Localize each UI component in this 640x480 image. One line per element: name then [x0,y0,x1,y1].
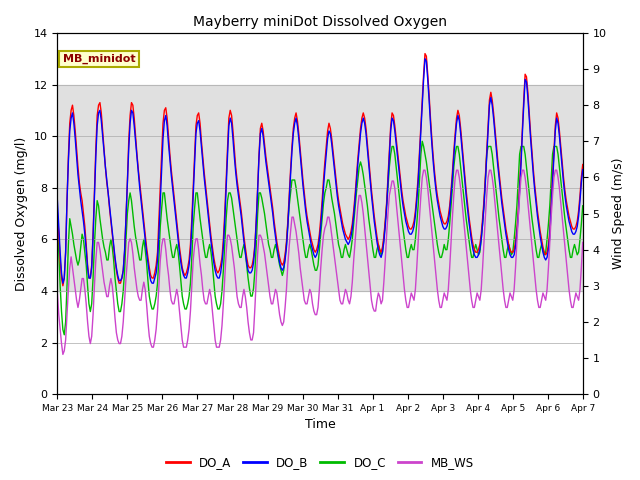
Bar [58,84,583,291]
Title: Mayberry miniDot Dissolved Oxygen: Mayberry miniDot Dissolved Oxygen [193,15,447,29]
Text: MB_minidot: MB_minidot [63,54,135,64]
Y-axis label: Dissolved Oxygen (mg/l): Dissolved Oxygen (mg/l) [15,136,28,291]
X-axis label: Time: Time [305,419,335,432]
Y-axis label: Wind Speed (m/s): Wind Speed (m/s) [612,158,625,269]
Legend: DO_A, DO_B, DO_C, MB_WS: DO_A, DO_B, DO_C, MB_WS [161,452,479,474]
